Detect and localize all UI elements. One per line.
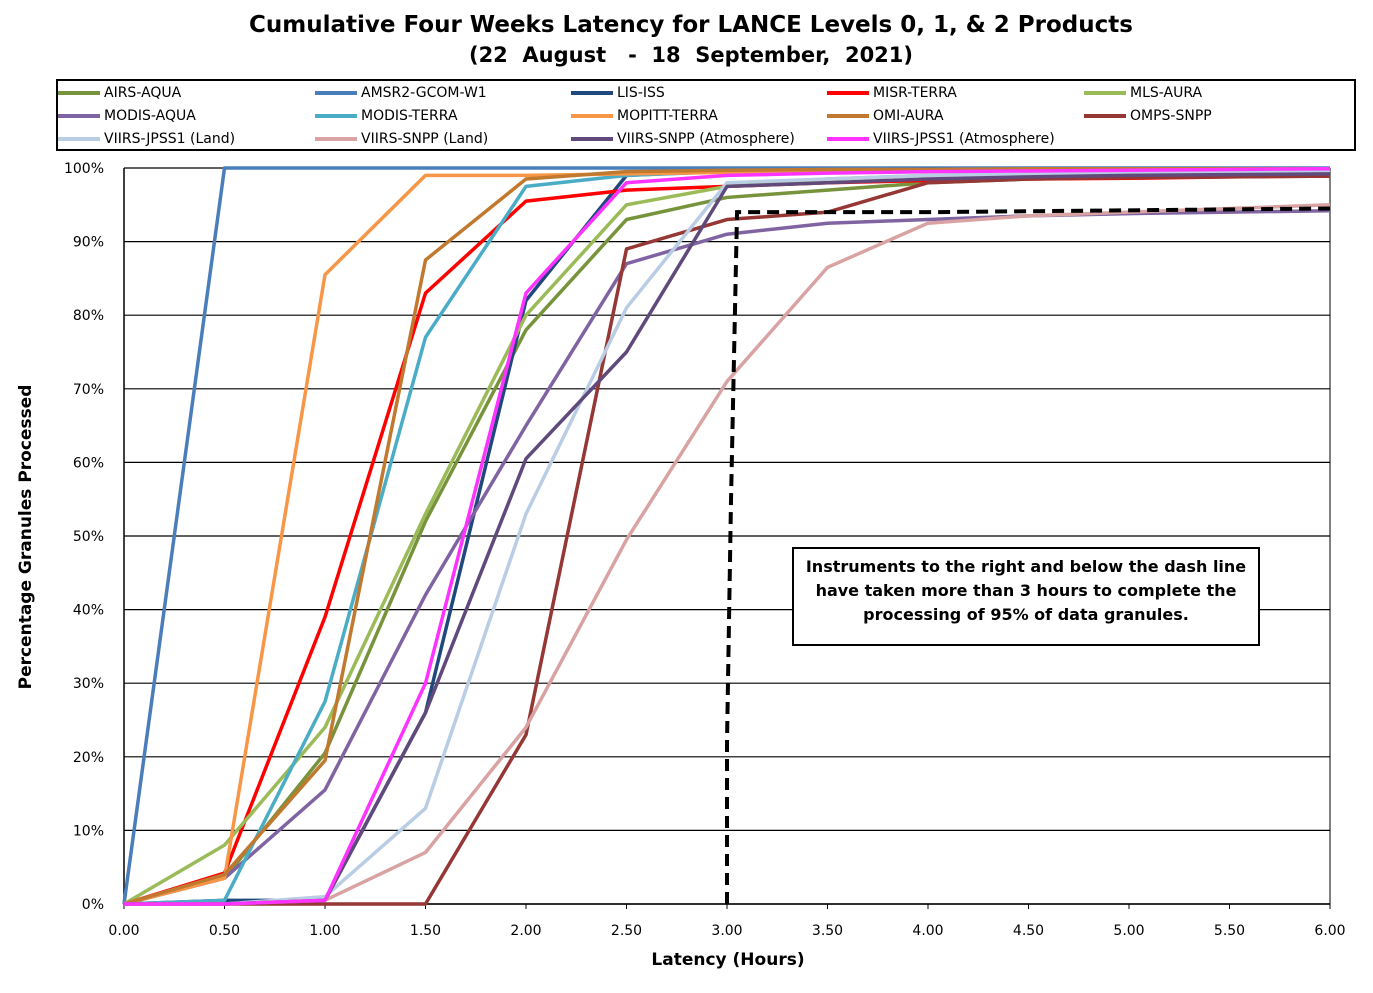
x-tick-label: 4.00 (912, 923, 943, 939)
y-tick-label: 60% (73, 455, 104, 471)
legend-swatch (315, 137, 357, 141)
legend-swatch (571, 114, 613, 118)
legend-swatch (315, 114, 357, 118)
legend-swatch (571, 91, 613, 95)
y-tick-label: 80% (73, 308, 104, 324)
legend-label: OMI-AURA (873, 108, 944, 124)
legend-label: MODIS-AQUA (104, 108, 196, 124)
series-line-omps-snpp (124, 174, 1331, 906)
x-tick-label: 0.00 (108, 923, 139, 939)
legend-label: MOPITT-TERRA (617, 108, 718, 124)
x-tick-label: 1.50 (410, 923, 441, 939)
legend-swatch (58, 137, 100, 141)
legend-swatch (827, 91, 869, 95)
legend-label: OMPS-SNPP (1130, 108, 1212, 124)
y-tick-labels: 0% 10% 20% 30% 40% 50% 60% 70% 80% 90% 100% (64, 161, 104, 913)
legend-label: VIIRS-JPSS1 (Land) (104, 131, 236, 147)
series-line-viirs-jpss1-land (124, 169, 1331, 906)
x-tick-label: 6.00 (1314, 923, 1345, 939)
series-line-airs-aqua (123, 172, 1331, 906)
legend-item-omps-snpp: OMPS-SNPP (1084, 105, 1212, 127)
x-tick-labels: 0.00 0.50 1.00 1.50 2.00 2.50 3.00 3.50 4.00 4.50… (108, 923, 1345, 939)
series-line-mopitt-terra (123, 167, 1330, 906)
y-tick-label: 90% (73, 235, 104, 251)
legend-item-modis-aqua: MODIS-AQUA (58, 105, 196, 127)
legend-item-modis-terra: MODIS-TERRA (315, 105, 458, 127)
annotation-box: Instruments to the right and below the d… (792, 547, 1260, 646)
threshold-dash-line (725, 206, 1331, 904)
legend-item-misr-terra: MISR-TERRA (827, 82, 957, 104)
y-tick-label: 40% (73, 603, 104, 619)
legend-item-mls-aura: MLS-AURA (1084, 82, 1202, 104)
x-tick-label: 4.50 (1013, 923, 1044, 939)
legend-item-amsr2-gcom-w1: AMSR2-GCOM-W1 (315, 82, 487, 104)
legend-item-lis-iss: LIS-ISS (571, 82, 665, 104)
series-line-viirs-snpp-atmosphere (124, 172, 1331, 906)
legend-item-mopitt-terra: MOPITT-TERRA (571, 105, 718, 127)
legend-swatch (1084, 114, 1126, 118)
legend-swatch (58, 114, 100, 118)
x-tick-label: 3.50 (812, 923, 843, 939)
legend-swatch (827, 114, 869, 118)
series-line-viirs-jpss1-atmosphere (124, 166, 1331, 906)
y-tick-label: 20% (73, 750, 104, 766)
legend-label: MISR-TERRA (873, 85, 957, 101)
legend-label: LIS-ISS (617, 85, 665, 101)
series-line-misr-terra (123, 174, 1331, 906)
series-lines (122, 166, 1331, 906)
y-tick-label: 30% (73, 676, 104, 692)
legend-label: VIIRS-SNPP (Atmosphere) (617, 131, 795, 147)
x-tick-label: 5.00 (1113, 923, 1144, 939)
threshold-layer (725, 206, 1331, 904)
series-line-mls-aura (123, 168, 1331, 906)
x-tick-label: 2.00 (510, 923, 541, 939)
chart-subtitle: (22 August - 18 September, 2021) (468, 43, 914, 67)
x-tick-label: 3.00 (711, 923, 742, 939)
y-tick-label: 10% (73, 823, 104, 839)
y-tick-label: 50% (73, 529, 104, 545)
x-tick-label: 2.50 (611, 923, 642, 939)
legend-swatch (1084, 91, 1126, 95)
x-tick-label: 0.50 (209, 923, 240, 939)
x-tick-label: 1.00 (309, 923, 340, 939)
legend-label: AIRS-AQUA (104, 85, 182, 101)
chart-title: Cumulative Four Weeks Latency for LANCE … (249, 12, 1133, 38)
legend-swatch (827, 137, 869, 141)
legend-item-airs-aqua: AIRS-AQUA (58, 82, 181, 104)
legend-label: MODIS-TERRA (361, 108, 458, 124)
legend-swatch (571, 137, 613, 141)
legend-item-viirs-snpp-atmosphere: VIIRS-SNPP (Atmosphere) (571, 128, 795, 150)
x-tick-label: 5.50 (1214, 923, 1245, 939)
y-tick-label: 100% (64, 161, 104, 177)
legend-item-viirs-snpp-land: VIIRS-SNPP (Land) (315, 128, 488, 150)
chart-legend: AIRS-AQUA AMSR2-GCOM-W1 LIS-ISS MISR-TERRA M… (56, 79, 1356, 151)
legend-swatch (315, 91, 357, 95)
gridlines (124, 167, 1330, 905)
legend-label: MLS-AURA (1130, 85, 1203, 101)
x-axis-label: Latency (Hours) (651, 950, 805, 970)
legend-swatch (58, 91, 100, 95)
legend-item-viirs-jpss1-land: VIIRS-JPSS1 (Land) (58, 128, 235, 150)
legend-item-viirs-jpss1-atmosphere: VIIRS-JPSS1 (Atmosphere) (827, 128, 1055, 150)
y-axis-label: Percentage Granules Processed (16, 384, 36, 690)
y-tick-label: 0% (82, 897, 104, 913)
legend-item-omi-aura: OMI-AURA (827, 105, 944, 127)
legend-label: VIIRS-SNPP (Land) (361, 131, 489, 147)
legend-label: AMSR2-GCOM-W1 (361, 85, 487, 101)
legend-label: VIIRS-JPSS1 (Atmosphere) (873, 131, 1055, 147)
y-tick-label: 70% (73, 382, 104, 398)
